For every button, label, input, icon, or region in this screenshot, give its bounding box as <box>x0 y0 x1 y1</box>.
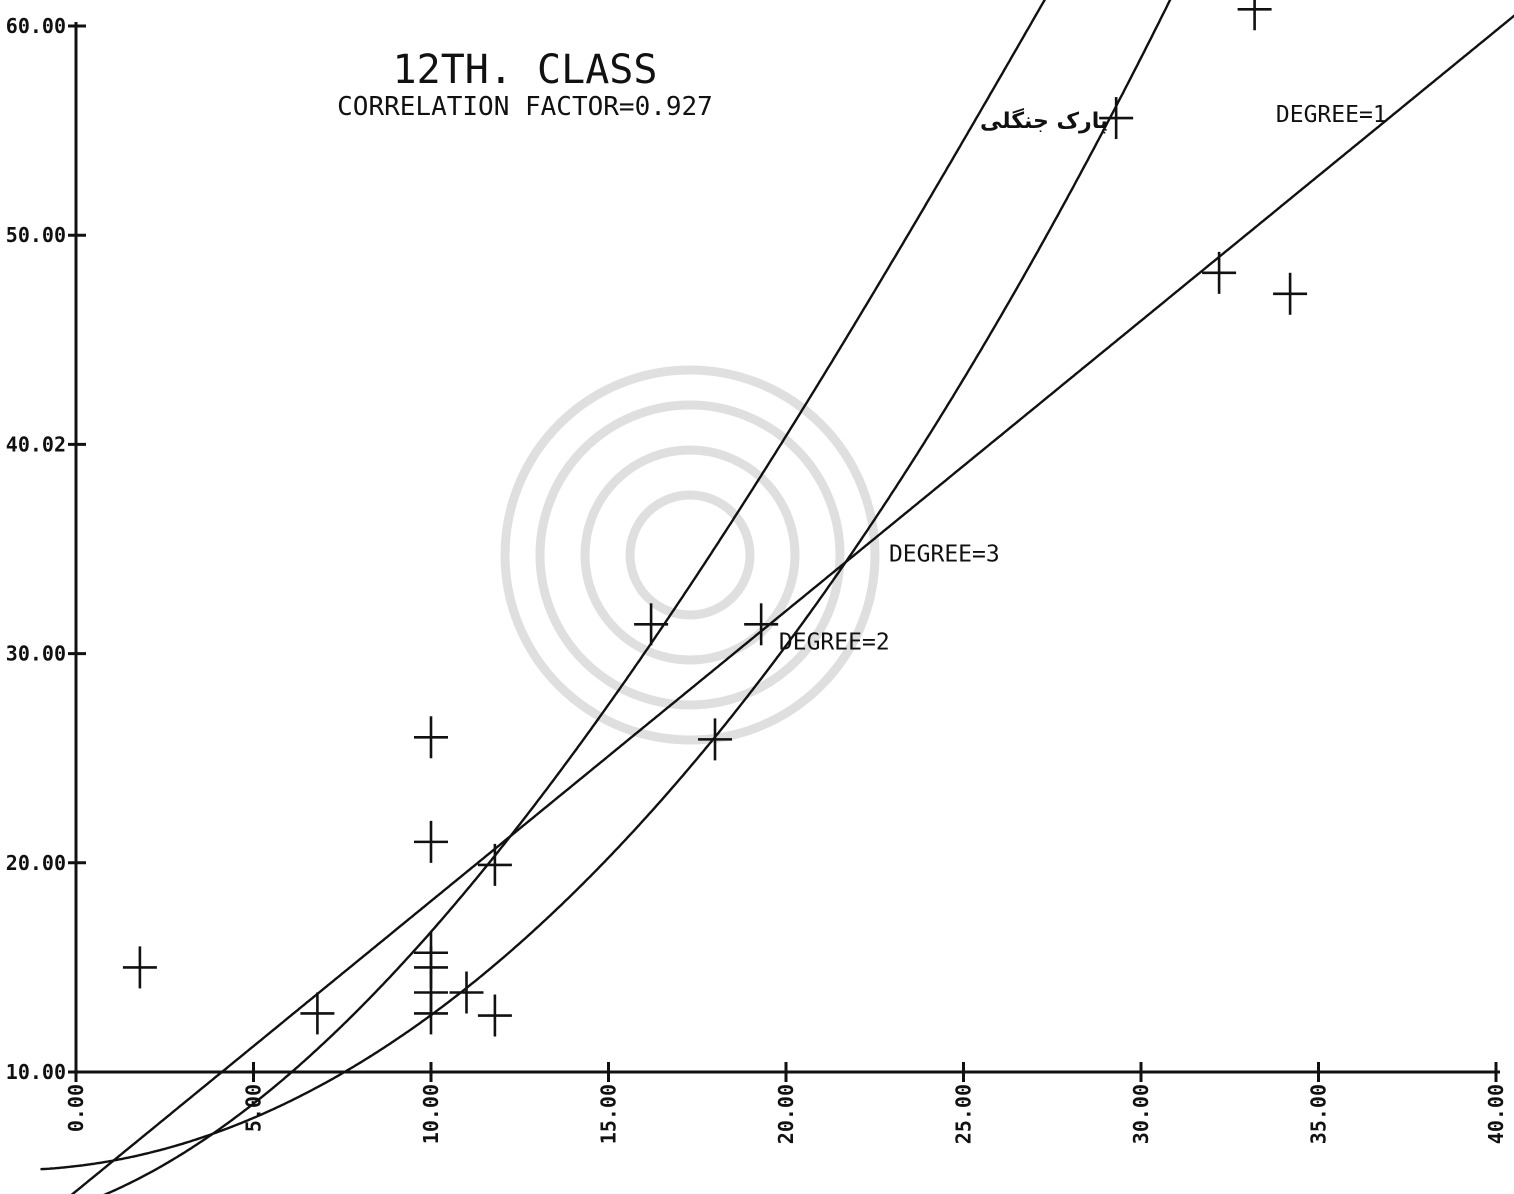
x-tick-label: 5.00 <box>242 1084 266 1132</box>
y-tick-label: 60.00 <box>6 14 66 38</box>
points <box>122 0 1308 1037</box>
axes: 0.00 5.00 10.00 15.00 20.00 25.00 30.00 35.00 40… <box>6 14 1508 1144</box>
data-point <box>122 946 157 989</box>
data-point <box>744 603 779 646</box>
data-point <box>414 992 448 1035</box>
data-point <box>1273 272 1308 315</box>
watermark <box>500 365 880 745</box>
chart-title: 12TH. CLASS <box>393 47 658 93</box>
data-point <box>634 603 669 646</box>
fit-curve-degree-3 <box>103 0 1047 1194</box>
y-tick-label: 30.00 <box>6 642 66 666</box>
x-tick-label: 0.00 <box>64 1084 88 1132</box>
x-tick-label: 25.00 <box>952 1084 976 1144</box>
y-tick-label: 50.00 <box>6 223 66 247</box>
data-point <box>449 971 484 1014</box>
fit-curve-degree-2 <box>40 0 1172 1171</box>
x-tick-label: 15.00 <box>597 1084 621 1144</box>
fit-curve-degree-1 <box>70 14 1514 1194</box>
data-point <box>414 716 448 759</box>
x-tick-label: 40.00 <box>1484 1084 1508 1144</box>
annotation-persian: پارک جنگلی <box>980 107 1108 134</box>
x-tick-label: 20.00 <box>774 1084 798 1144</box>
curve-label-degree-1: DEGREE=1 <box>1276 102 1387 128</box>
curves: DEGREE=1 DEGREE=2 DEGREE=3 <box>40 0 1514 1194</box>
chart-subtitle: CORRELATION FACTOR=0.927 <box>337 92 713 122</box>
x-tick-label: 30.00 <box>1129 1084 1153 1144</box>
data-point <box>1237 0 1272 31</box>
y-tick-label: 10.00 <box>6 1060 66 1084</box>
data-point <box>300 992 335 1035</box>
data-point <box>414 820 448 863</box>
data-point <box>698 718 732 761</box>
curve-label-degree-2: DEGREE=2 <box>779 629 890 655</box>
x-tick-label: 10.00 <box>419 1084 443 1144</box>
curve-label-degree-3: DEGREE=3 <box>889 542 1000 568</box>
y-tick-label: 20.00 <box>6 851 66 875</box>
data-point <box>1099 97 1134 140</box>
data-point <box>477 994 512 1037</box>
x-tick-label: 35.00 <box>1307 1084 1331 1144</box>
data-point <box>1202 251 1237 294</box>
data-point <box>477 843 512 886</box>
y-tick-label: 40.02 <box>6 432 66 456</box>
